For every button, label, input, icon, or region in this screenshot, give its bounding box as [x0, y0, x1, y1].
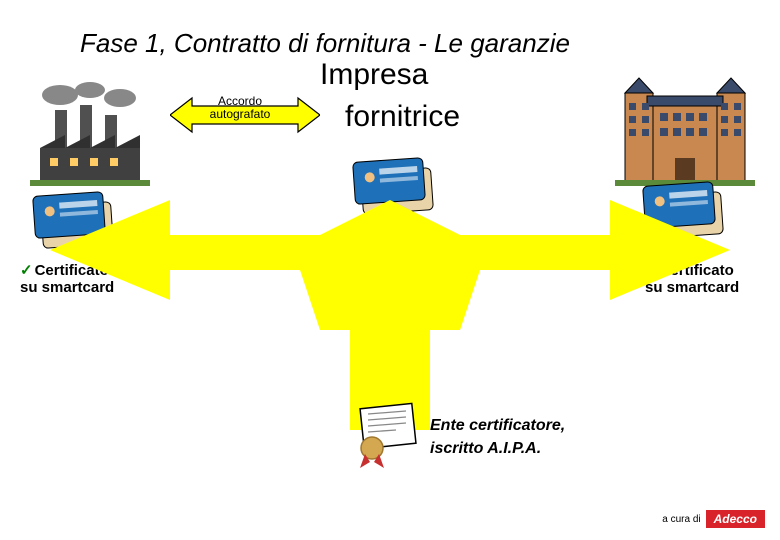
adecco-logo: Adecco: [706, 510, 765, 528]
footer: a cura di Adecco: [662, 510, 765, 528]
three-way-arrow: [50, 200, 730, 430]
subtitle-impresa: Impresa: [320, 58, 428, 92]
footer-text: a cura di: [662, 514, 700, 525]
accordo-label: Accordoautografato: [200, 95, 280, 121]
certificate-icon: [350, 400, 425, 475]
ente-label: Ente certificatore,iscritto A.I.P.A.: [430, 415, 565, 460]
page-title: Fase 1, Contratto di fornitura - Le gara…: [80, 28, 570, 59]
subtitle-fornitrice: fornitrice: [345, 100, 460, 134]
factory-icon: [30, 80, 150, 195]
building-icon: [615, 58, 755, 193]
